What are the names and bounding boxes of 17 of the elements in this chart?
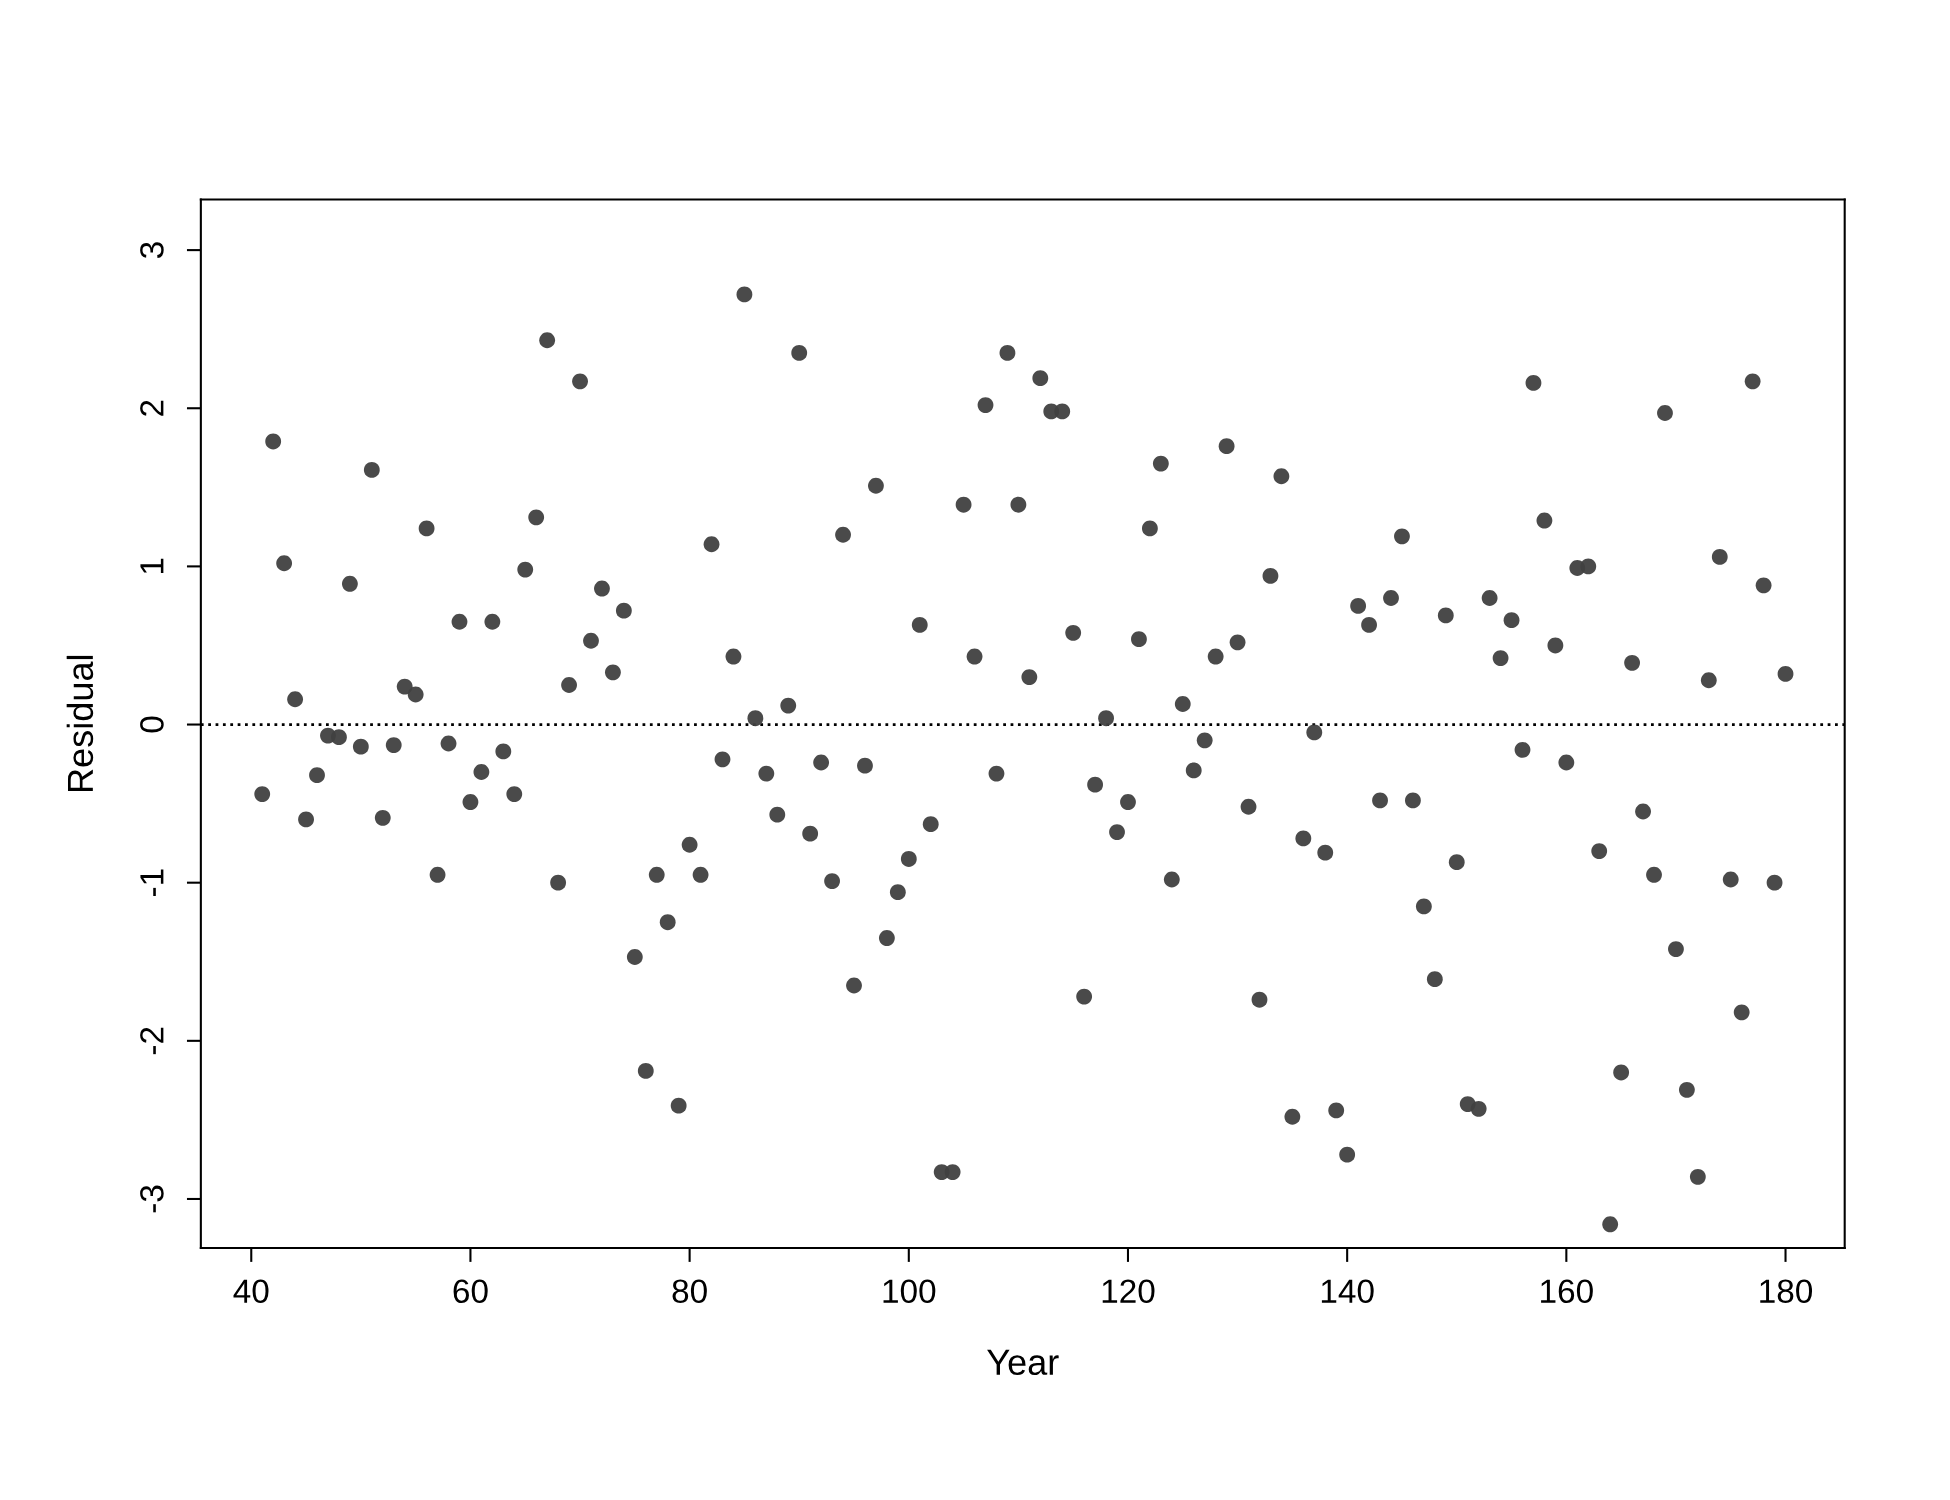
- y-tick-label: -1: [140, 869, 164, 897]
- x-tick-label: 120: [1102, 1279, 1155, 1304]
- x-tick-label: 140: [1321, 1279, 1374, 1304]
- y-tick-label: 3: [140, 242, 164, 259]
- x-tick-label: 80: [672, 1279, 707, 1304]
- x-tick-label: 60: [453, 1279, 488, 1304]
- y-tick-label: -3: [140, 1185, 164, 1213]
- y-tick-label: 2: [140, 400, 164, 416]
- x-tick-label: 100: [883, 1279, 936, 1304]
- y-tick-label: 0: [140, 716, 164, 733]
- x-axis-title: Year: [987, 1349, 1059, 1376]
- x-tick-label: 40: [233, 1279, 269, 1304]
- x-tick-label: 160: [1541, 1279, 1593, 1304]
- y-axis-title: Residual: [66, 655, 94, 792]
- x-tick-label: 180: [1760, 1279, 1813, 1304]
- y-tick-label: 1: [140, 558, 164, 574]
- y-tick-label: -2: [140, 1027, 164, 1055]
